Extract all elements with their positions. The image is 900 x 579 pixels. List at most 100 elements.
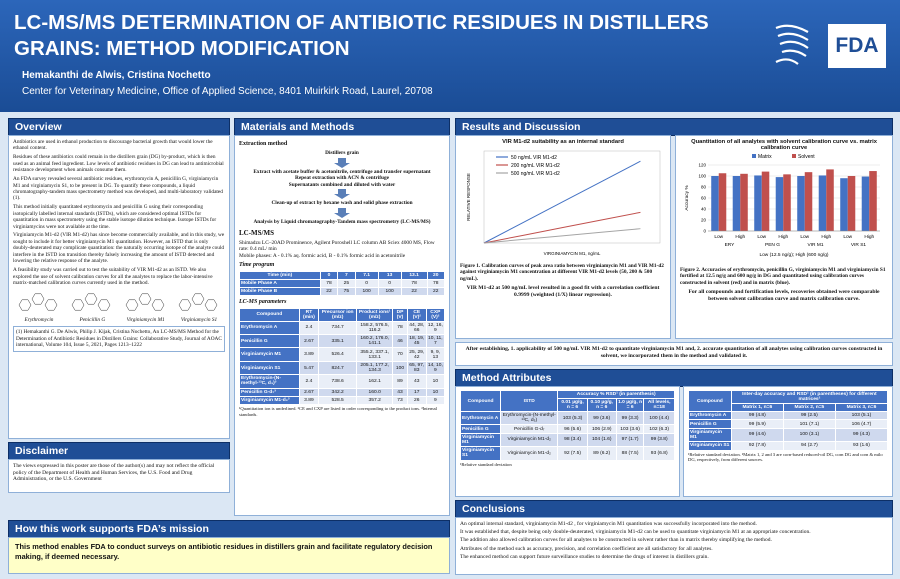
table-row: Virginiamycin M1 3.89 526.4 355.2, 337.1, 1…	[239, 347, 446, 362]
affiliation: Center for Veterinary Medicine, Office o…	[22, 86, 433, 97]
step: Repeat extraction with ACN & centrifuge	[295, 175, 389, 182]
table-cell: 205.1, 177.2, 134.3	[356, 360, 394, 376]
table-cell: 106 (2.9)	[586, 424, 617, 434]
header-row: Compound RT (min) Precursor ion (m/z) Produ…	[239, 307, 446, 322]
conclusions-panel: An optimal internal standard, virginiamy…	[455, 517, 893, 575]
table-row: Penicillin G 2.67 335.1 160.2, 176.0, 141.1…	[239, 334, 446, 349]
chart-title: Quantitation of all analytes with solven…	[691, 139, 877, 151]
step: Extract with acetate buffer & acetonitri…	[253, 168, 431, 175]
line-chart: 50 ng/mL VIR M1-d2 200 ng/mL VIR M1-d2 500…	[466, 150, 661, 256]
series-line	[483, 228, 641, 244]
series-line	[483, 160, 641, 244]
table-cell: 0	[377, 278, 402, 289]
column-header: Inter-day accuracy and RSD¹ (in parenthe…	[730, 390, 889, 404]
table-cell: 94 (2.7)	[782, 441, 836, 451]
table-cell: 18, 19, 45	[406, 334, 427, 349]
table-cell: Virginiamycin M1-d₂³	[239, 395, 300, 406]
structure: Virginiamycin M1	[120, 290, 172, 323]
table-cell: 3.89	[298, 395, 320, 406]
table-cell: 25	[337, 278, 356, 289]
table-cell: 104 (1.6)	[586, 432, 617, 448]
table-cell: Virginiamycin M1-d₂	[500, 432, 559, 448]
column-header: 20	[426, 270, 445, 280]
bar	[847, 176, 856, 231]
x-axis-label: Low (12.5 ng/g); High (600 ng/g)	[759, 252, 828, 258]
section-subtitle: Extraction method	[239, 141, 288, 147]
figure-caption: Figure 2. Accuracies of erythromycin, pe…	[680, 267, 886, 286]
legend-label: Matrix	[758, 154, 772, 160]
table-cell: 73	[392, 395, 408, 406]
column-header: 0.01 µg/g, n = 6	[557, 398, 588, 412]
table-cell: 10, 11, 7	[425, 334, 446, 349]
table-cell: 342.2	[318, 387, 358, 397]
series-line	[483, 211, 641, 244]
paragraph: An optimal internal standard, virginiamy…	[460, 521, 757, 527]
table-row: Penicillin G-d₇³ 2.67 342.2 160.0 43 17 10	[239, 387, 446, 397]
section-heading: How this work supports FDA’s mission	[8, 520, 450, 538]
paragraph: The addition also allowed calibration cu…	[460, 537, 772, 544]
bar	[804, 172, 813, 231]
table-cell: 92 (7.5)	[557, 446, 588, 461]
figure-2-panel: Quantitation of all analytes with solven…	[675, 135, 893, 339]
column-header: Accuracy % RSD¹ (in parenthesis)	[557, 390, 675, 399]
table-cell: 2.4	[298, 374, 320, 389]
attributes-table-1: Compound ISTD Accuracy % RSD¹ (in parenthe…	[455, 386, 680, 497]
table-cell: 738.6	[318, 374, 358, 389]
column-header: Compound	[459, 390, 502, 412]
structure-label: Virginiamycin S1	[180, 316, 218, 323]
table-cell: 89 (6.2)	[586, 446, 617, 461]
figure-caption: Figure 1. Calibration curves of peak are…	[460, 263, 664, 282]
paragraph: Attributes of the method such as accurac…	[460, 545, 713, 552]
table-cell: 65, 97, 83	[406, 360, 427, 376]
column-header: Matrix 2, n=5	[782, 403, 836, 412]
table-cell: 9, 9, 13	[425, 347, 446, 362]
x-tick-label: High	[821, 234, 831, 240]
structure: Virginiamycin S1	[173, 290, 225, 323]
table-cell: 78	[426, 278, 445, 289]
table-cell: 78	[392, 320, 408, 336]
fda-logo: FDA	[828, 24, 886, 68]
table-cell: 96 (5.6)	[557, 424, 588, 434]
column-header: 7.1	[354, 270, 379, 280]
table-cell: 10	[425, 387, 446, 397]
table-row: Virginiamycin S1 92 (7.8) 94 (2.7) 93 (1.6)	[688, 441, 889, 451]
table-cell: 357.2	[356, 395, 394, 406]
table-cell: Erythromycin A	[688, 410, 732, 421]
table-cell: 78	[319, 278, 339, 289]
paragraph: Virginiamycin M1-d2 (VIR M1-d2) has sinc…	[13, 232, 225, 265]
table-cell: 100 (3.1)	[782, 427, 836, 443]
table-cell: 103 (5.3)	[557, 410, 588, 426]
ring	[72, 300, 85, 311]
table-cell: Mobile Phase B	[239, 287, 321, 297]
table-cell: 103 (5.1)	[834, 410, 889, 421]
x-tick-label: High	[864, 234, 874, 240]
table-cell: 97 (1.7)	[615, 432, 645, 448]
table-cell: Erythromycin A	[239, 320, 300, 336]
bar	[732, 176, 741, 231]
table-cell: Virginiamycin M1	[459, 432, 502, 448]
reference: (1) Hemakanthi G. De Alwis, Philip J. Ki…	[13, 326, 225, 352]
table-cell: Erythromycin-(N-methyl-¹³C, d₃)³	[239, 374, 300, 389]
column-header: Matrix 3, n=6	[834, 403, 889, 412]
section-heading: Results and Discussion	[455, 118, 893, 136]
paragraph: This method initially quantitated erythr…	[13, 204, 217, 230]
column-header: RT (min)	[298, 307, 320, 322]
table-cell: 22	[319, 287, 339, 297]
table-cell: 92 (7.8)	[730, 441, 784, 451]
y-axis-label: Accuracy %	[684, 185, 690, 211]
table-cell: 160.0	[356, 387, 394, 397]
interday-table: Compound Inter-day accuracy and RSD¹ (in …	[688, 390, 889, 451]
structure-drawing	[125, 294, 164, 311]
paragraph: Antibiotics are used in ethanol producti…	[13, 139, 213, 152]
table-title: Time program	[239, 262, 275, 269]
arrow-shape	[334, 207, 350, 218]
arrow	[334, 207, 350, 218]
column-header: ISTD	[500, 390, 559, 412]
step: Clean-up of extract by hexane wash and s…	[271, 200, 413, 207]
disclaimer-text: The views expressed in this poster are t…	[8, 459, 230, 493]
group-label: VIR S1	[851, 242, 867, 248]
table-cell: 70	[392, 347, 408, 362]
y-tick-label: 20	[701, 218, 707, 223]
ring	[44, 300, 58, 311]
bar	[761, 171, 770, 231]
